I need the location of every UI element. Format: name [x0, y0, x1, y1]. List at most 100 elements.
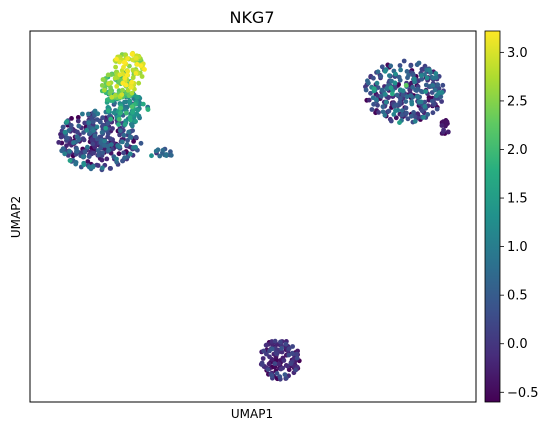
- cell-point: [412, 114, 418, 120]
- cell-point: [86, 154, 92, 160]
- cell-point: [409, 113, 414, 119]
- cell-point: [62, 129, 68, 135]
- cell-point: [382, 112, 388, 118]
- cell-point: [108, 136, 113, 142]
- cell-point: [108, 85, 113, 90]
- cell-point: [105, 72, 111, 78]
- cell-point: [120, 139, 125, 145]
- cell-point: [108, 142, 114, 148]
- cell-point: [124, 142, 130, 148]
- cell-point: [153, 148, 159, 154]
- cell-point: [122, 59, 128, 65]
- cell-point: [266, 361, 272, 367]
- cell-point: [105, 121, 110, 126]
- colorbar-tick-label: 1.5: [507, 192, 528, 207]
- cell-point: [439, 99, 444, 104]
- cell-point: [434, 93, 439, 99]
- cell-point: [120, 87, 125, 93]
- cell-point: [277, 374, 283, 380]
- cell-point: [419, 76, 425, 82]
- cell-point: [421, 115, 426, 120]
- cell-point: [64, 135, 70, 141]
- scatter-points: [56, 50, 451, 382]
- colorbar: [484, 30, 501, 403]
- cell-point: [371, 101, 376, 107]
- cell-point: [282, 372, 288, 377]
- cell-point: [284, 363, 290, 369]
- cell-point: [269, 373, 275, 379]
- cell-point: [121, 132, 127, 138]
- cell-point: [444, 119, 450, 125]
- cell-point: [405, 116, 411, 122]
- cell-point: [133, 71, 139, 76]
- cell-point: [102, 138, 108, 144]
- cell-point: [118, 105, 124, 111]
- cell-point: [100, 165, 105, 171]
- cell-point: [294, 351, 299, 357]
- cell-point: [388, 85, 394, 91]
- cell-point: [89, 138, 95, 143]
- cell-point: [111, 110, 117, 116]
- cell-point: [278, 339, 283, 345]
- cell-point: [75, 129, 80, 135]
- cell-point: [100, 150, 106, 156]
- cell-point: [134, 94, 140, 100]
- chart-title: NKG7: [229, 8, 274, 27]
- cell-point: [419, 108, 425, 114]
- cell-point: [397, 77, 403, 83]
- cell-point: [403, 105, 409, 111]
- cell-point: [128, 85, 134, 90]
- cell-point: [267, 354, 272, 360]
- cell-point: [58, 134, 64, 140]
- cell-point: [64, 143, 69, 149]
- cell-point: [129, 90, 135, 96]
- cell-point: [375, 69, 381, 75]
- x-axis-label: UMAP1: [231, 407, 273, 421]
- cell-point: [408, 93, 414, 98]
- cell-point: [73, 161, 79, 167]
- cell-point: [104, 156, 110, 162]
- cell-point: [430, 83, 436, 88]
- cell-point: [382, 92, 388, 97]
- cell-point: [371, 75, 376, 81]
- cell-point: [400, 92, 406, 97]
- cell-point: [411, 76, 417, 82]
- cell-point: [140, 101, 146, 107]
- cell-point: [108, 166, 113, 171]
- cell-point: [105, 108, 111, 114]
- cell-point: [283, 341, 289, 347]
- cell-point: [286, 346, 292, 352]
- cell-point: [117, 72, 123, 78]
- cell-point: [399, 108, 405, 113]
- cell-point: [105, 131, 111, 136]
- cell-point: [393, 102, 399, 108]
- cell-point: [378, 73, 384, 79]
- cell-point: [122, 122, 128, 127]
- cell-point: [129, 123, 135, 129]
- y-axis-label: UMAP2: [9, 196, 23, 238]
- cell-point: [133, 55, 139, 61]
- cell-point: [409, 101, 415, 107]
- cell-point: [91, 128, 96, 134]
- cell-point: [56, 140, 62, 145]
- cell-point: [397, 120, 402, 125]
- cell-point: [117, 59, 122, 65]
- cell-point: [130, 75, 136, 81]
- cell-point: [142, 67, 147, 72]
- cell-point: [82, 149, 88, 155]
- cell-point: [112, 92, 118, 98]
- cell-point: [279, 349, 285, 355]
- cell-point: [95, 148, 101, 153]
- cell-point: [430, 110, 436, 116]
- cell-point: [125, 56, 130, 61]
- cell-point: [102, 143, 107, 148]
- cell-point: [272, 338, 278, 344]
- cell-point: [120, 80, 126, 86]
- cell-point: [423, 82, 429, 88]
- cell-point: [263, 342, 269, 348]
- colorbar-tick-label: −0.5: [507, 386, 539, 401]
- cell-point: [418, 99, 424, 105]
- cell-point: [435, 82, 441, 88]
- cell-point: [121, 150, 126, 156]
- cell-point: [416, 60, 422, 66]
